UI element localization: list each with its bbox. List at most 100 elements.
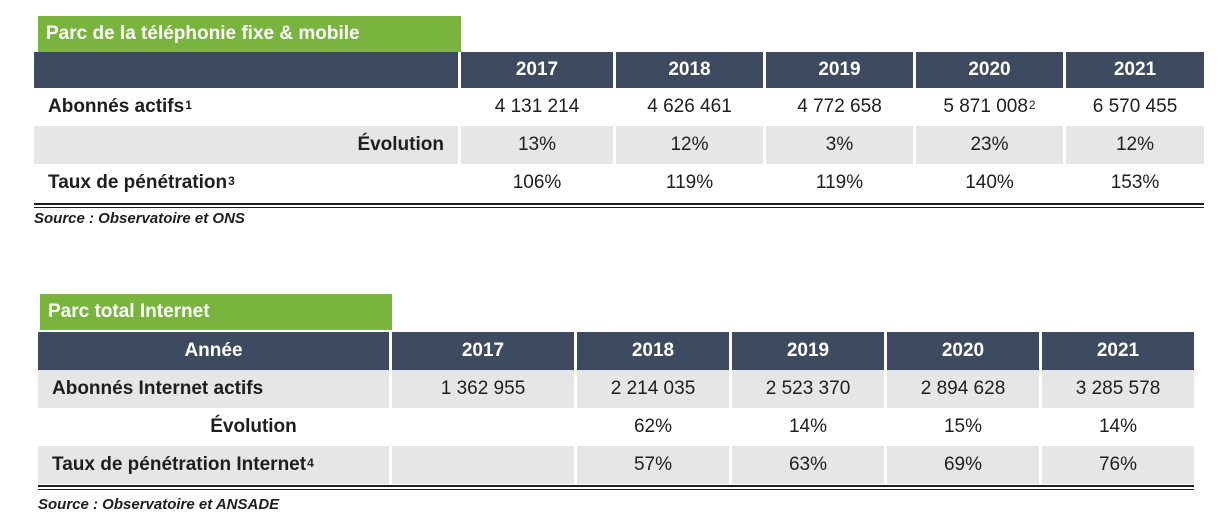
table-cell: 76% <box>1042 446 1194 484</box>
table-cell: 3% <box>766 126 916 164</box>
cell-value: 4 772 658 <box>797 96 882 117</box>
table-cell: 2 214 035 <box>577 370 732 408</box>
bottom-rule <box>34 203 1204 205</box>
header-year: 2021 <box>1042 332 1194 370</box>
table-cell: 14% <box>732 408 887 446</box>
table2-title: Parc total Internet <box>40 294 392 330</box>
cell-value: 63% <box>788 454 828 475</box>
cell-value: 2 214 035 <box>610 378 696 399</box>
table-cell: 4 131 214 <box>461 88 616 126</box>
row-label: Évolution <box>34 126 461 164</box>
table1-title: Parc de la téléphonie fixe & mobile <box>38 16 461 52</box>
row-label: Taux de pénétration Internet 4 <box>38 446 392 484</box>
cell-value: 23% <box>970 134 1009 155</box>
row-label-text: Abonnés actifs <box>48 96 185 117</box>
table-cell: 12% <box>1066 126 1204 164</box>
internet-table: Année 2017 2018 2019 2020 2021 Abonnés Interne… <box>38 332 1194 492</box>
header-year: 2020 <box>916 52 1066 88</box>
table-cell: 12% <box>616 126 766 164</box>
header-row: Année 2017 2018 2019 2020 2021 <box>38 332 1194 370</box>
table-row: Évolution 62% 14% 15% 14% <box>38 408 1194 446</box>
cell-value: 14% <box>788 416 828 437</box>
header-year: 2017 <box>392 332 577 370</box>
row-label: Abonnés actifs 1 <box>34 88 461 126</box>
row-label-text: Évolution <box>357 134 444 155</box>
table-cell: 140% <box>916 164 1066 202</box>
table-cell: 62% <box>577 408 732 446</box>
cell-value: 6 570 455 <box>1092 96 1178 117</box>
table-cell: 14% <box>1042 408 1194 446</box>
cell-value: 62% <box>633 416 673 437</box>
header-label <box>34 52 461 88</box>
cell-value: 153% <box>1110 172 1160 193</box>
cell-value: 13% <box>517 134 557 155</box>
table-cell <box>392 446 577 484</box>
cell-value: 69% <box>943 454 983 475</box>
cell-value: 2 523 370 <box>765 378 851 399</box>
cell-value: 76% <box>1098 454 1138 475</box>
table-cell: 6 570 455 <box>1066 88 1204 126</box>
cell-value: 15% <box>943 416 983 437</box>
table-cell: 3 285 578 <box>1042 370 1194 408</box>
table-cell: 15% <box>887 408 1042 446</box>
table-cell: 1 362 955 <box>392 370 577 408</box>
row-label-text: Taux de pénétration Internet <box>52 454 307 475</box>
table-cell: 119% <box>616 164 766 202</box>
table-cell: 23% <box>916 126 1066 164</box>
cell-value: 5 871 008 <box>943 96 1028 117</box>
header-year: 2018 <box>577 332 732 370</box>
table-row: Taux de pénétration Internet 4 57% 63% 69% 76… <box>38 446 1194 484</box>
header-year: 2020 <box>887 332 1042 370</box>
header-year: 2019 <box>732 332 887 370</box>
table-cell <box>392 408 577 446</box>
table2-source: Source : Observatoire et ANSADE <box>38 496 280 513</box>
table-cell: 2 894 628 <box>887 370 1042 408</box>
cell-value: 12% <box>670 134 709 155</box>
cell-value: 140% <box>965 172 1014 193</box>
row-label: Abonnés Internet actifs <box>38 370 392 408</box>
cell-value: 4 626 461 <box>647 96 732 117</box>
telephony-table: 2017 2018 2019 2020 2021 Abonnés actifs 1 4 131… <box>34 52 1204 208</box>
bottom-rule <box>34 207 1204 208</box>
cell-value: 14% <box>1098 416 1138 437</box>
table-cell: 4 626 461 <box>616 88 766 126</box>
table-cell: 63% <box>732 446 887 484</box>
row-label-text: Taux de pénétration <box>48 172 228 193</box>
bottom-rule <box>38 489 1194 490</box>
bottom-rule <box>38 485 1194 487</box>
cell-value: 3% <box>825 134 854 155</box>
header-year: 2021 <box>1066 52 1204 88</box>
table-cell: 5 871 008 2 <box>916 88 1066 126</box>
cell-value: 12% <box>1115 134 1155 155</box>
table-cell: 153% <box>1066 164 1204 202</box>
table-row: Abonnés Internet actifs 1 362 955 2 214 03… <box>38 370 1194 408</box>
table-cell: 4 772 658 <box>766 88 916 126</box>
header-row: 2017 2018 2019 2020 2021 <box>34 52 1204 88</box>
table1-source: Source : Observatoire et ONS <box>34 210 245 227</box>
table-row: Abonnés actifs 1 4 131 214 4 626 461 4 772 6… <box>34 88 1204 126</box>
table-row: Taux de pénétration 3 106% 119% 119% 140% 153% <box>34 164 1204 202</box>
table-cell: 119% <box>766 164 916 202</box>
header-label: Année <box>38 332 392 370</box>
cell-value: 57% <box>633 454 673 475</box>
cell-value: 106% <box>512 172 562 193</box>
row-label: Taux de pénétration 3 <box>34 164 461 202</box>
row-label-text: Évolution <box>210 416 297 437</box>
cell-value: 3 285 578 <box>1075 378 1161 399</box>
cell-value: 1 362 955 <box>440 378 526 399</box>
cell-value: 2 894 628 <box>920 378 1006 399</box>
table-cell: 2 523 370 <box>732 370 887 408</box>
row-label: Évolution <box>38 408 392 446</box>
table-cell: 106% <box>461 164 616 202</box>
header-year: 2018 <box>616 52 766 88</box>
header-year: 2019 <box>766 52 916 88</box>
cell-value: 119% <box>665 172 714 193</box>
row-label-text: Abonnés Internet actifs <box>52 378 264 399</box>
table-cell: 69% <box>887 446 1042 484</box>
cell-value: 4 131 214 <box>494 96 580 117</box>
table-cell: 57% <box>577 446 732 484</box>
cell-value: 119% <box>815 172 864 193</box>
table-row: Évolution 13% 12% 3% 23% 12% <box>34 126 1204 164</box>
header-year: 2017 <box>461 52 616 88</box>
table-cell: 13% <box>461 126 616 164</box>
